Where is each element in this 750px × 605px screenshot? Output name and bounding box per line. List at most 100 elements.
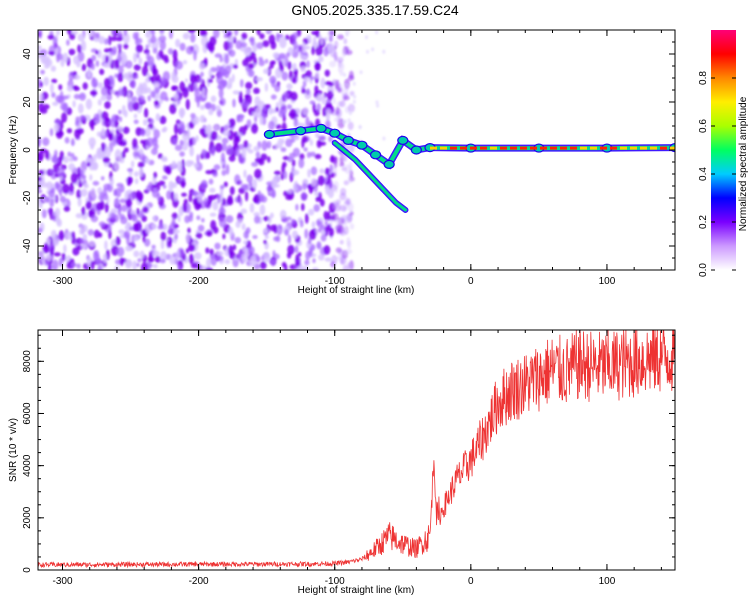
noise-speckle [110,89,116,95]
noise-speckle [205,127,210,135]
noise-speckle [110,49,117,56]
noise-speckle [74,74,81,80]
noise-speckle [49,128,54,137]
noise-speckle [201,149,206,157]
noise-speckle [333,50,338,61]
noise-speckle [104,202,109,213]
noise-speckle [336,255,343,261]
noise-speckle [323,210,329,221]
noise-speckle [212,171,218,178]
noise-speckle [98,36,105,44]
noise-speckle [45,253,52,262]
noise-speckle [179,124,186,134]
noise-speckle [38,176,42,182]
noise-speckle [182,60,188,65]
noise-speckle [235,135,241,143]
colorbar-tick-label: 0.4 [698,167,709,181]
noise-speckle [179,151,185,157]
noise-speckle [71,138,75,147]
noise-speckle [43,76,49,86]
chart-title: GN05.2025.335.17.59.C24 [291,2,459,18]
noise-speckle [287,189,293,194]
noise-speckle [317,93,323,103]
noise-speckle [119,198,127,204]
noise-speckle [277,138,283,149]
noise-speckle [171,212,178,220]
noise-speckle [222,68,227,77]
noise-speckle [252,235,258,239]
noise-speckle [131,96,138,102]
noise-speckle [319,198,325,207]
noise-speckle [271,178,277,189]
noise-speckle [118,65,124,75]
noise-speckle [134,36,139,46]
noise-speckle [69,182,74,193]
noise-speckle [171,182,177,189]
noise-speckle [339,229,346,236]
noise-speckle [239,79,244,88]
noise-speckle [133,250,140,258]
noise-speckle [173,192,179,201]
noise-speckle [337,248,344,256]
noise-speckle [334,79,340,90]
noise-speckle [313,204,321,212]
noise-speckle [186,45,194,55]
noise-speckle [208,69,213,78]
snr-series-line [38,330,675,569]
signal-blob [383,159,395,169]
noise-speckle [144,127,151,138]
noise-speckle [287,61,292,70]
noise-speckle [193,162,199,168]
noise-speckle [45,237,51,245]
noise-speckle [185,233,190,244]
noise-speckle [179,139,184,146]
noise-speckle [225,215,234,224]
noise-speckle [39,250,45,258]
signal-core [440,146,447,150]
colorbar-tick-label: 0.8 [698,71,709,85]
noise-speckle [340,62,345,71]
noise-speckle [139,167,144,177]
noise-speckle [237,218,243,224]
noise-speckle [264,58,269,64]
noise-speckle [201,218,205,223]
noise-speckle [268,215,272,224]
noise-speckle [54,119,61,125]
noise-speckle [151,147,158,156]
noise-speckle [241,32,248,40]
spectrogram-y-ticks: -40 -20 0 20 40 [22,29,675,271]
noise-speckle [52,36,58,48]
noise-speckle [324,184,330,191]
noise-speckle [199,77,204,84]
x-tick-label: -300 [52,276,72,287]
noise-speckle [228,35,235,41]
noise-speckle [150,35,157,44]
noise-speckle [38,169,45,176]
noise-speckle [258,56,263,62]
noise-speckle [248,63,255,70]
noise-speckle [306,60,310,68]
snr-y-ticks: 0 2000 4000 6000 8000 [22,334,675,573]
noise-speckle [159,259,166,264]
noise-speckle [330,109,338,116]
noise-speckle [160,239,165,250]
noise-speckle [182,132,190,141]
noise-speckle [59,150,64,161]
noise-speckle [327,188,334,199]
noise-speckle [69,33,76,40]
noise-speckle [285,195,293,201]
noise-speckle [172,75,179,84]
signal-core [580,146,587,150]
noise-speckle [192,115,200,125]
noise-speckle [282,161,287,168]
noise-speckle [328,135,333,143]
noise-speckle [196,215,201,221]
noise-speckle [81,244,87,249]
noise-speckle [323,46,329,57]
noise-speckle [347,121,354,131]
signal-core [430,146,437,150]
noise-speckle [224,53,230,65]
noise-speckle [168,30,174,40]
noise-speckle [160,54,169,61]
noise-speckle [329,60,337,68]
